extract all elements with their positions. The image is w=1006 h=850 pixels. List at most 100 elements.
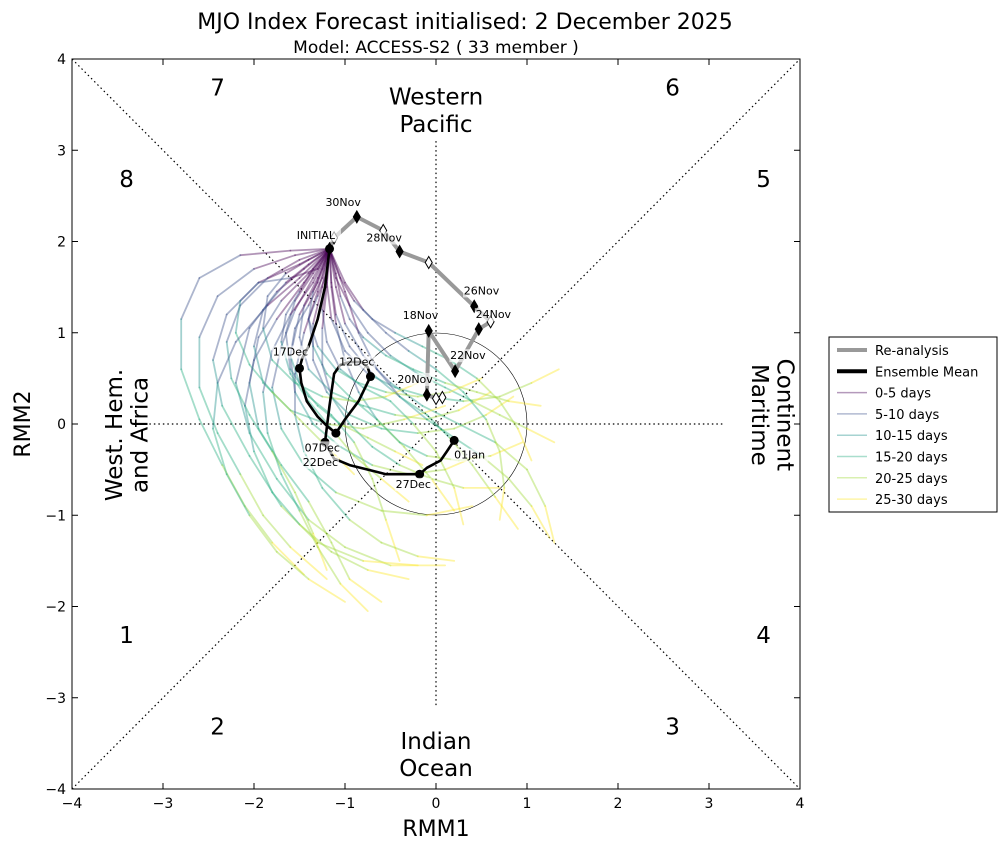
date-label-bg: [365, 231, 403, 245]
member-segment: [303, 277, 319, 307]
date-label-bg: [290, 228, 341, 242]
member-segment: [248, 432, 278, 480]
member-segment: [284, 263, 310, 284]
member-segment: [212, 359, 224, 407]
region-label-right: Maritime: [746, 364, 772, 466]
date-label: 30Nov: [325, 196, 361, 209]
member-segment: [498, 413, 528, 430]
member-segment: [344, 290, 360, 334]
member-segment: [266, 272, 287, 298]
legend-label: 5-10 days: [875, 408, 940, 423]
member-segment: [266, 432, 283, 476]
member-segment: [262, 391, 269, 435]
member-segment: [330, 550, 369, 571]
member-segment: [312, 247, 331, 275]
reanalysis-marker: [438, 390, 447, 405]
member-segment: [371, 318, 397, 334]
member-segment: [262, 514, 292, 549]
member-segment: [321, 286, 328, 330]
member-segment: [489, 441, 524, 457]
member-segment: [230, 377, 251, 416]
member-segment: [275, 550, 310, 580]
member-segment: [294, 277, 315, 311]
member-segment: [198, 295, 219, 339]
member-segment: [328, 247, 346, 293]
member-segment: [485, 418, 501, 453]
date-label: 17Dec: [273, 346, 308, 359]
member-segment: [471, 464, 497, 498]
member-segment: [298, 509, 319, 549]
member-segment: [234, 304, 269, 343]
member-segment: [394, 386, 428, 398]
member-segment: [471, 400, 501, 416]
member-segment: [389, 354, 419, 375]
member-segment: [339, 277, 356, 302]
member-segment: [403, 404, 447, 421]
member-segment: [384, 391, 419, 398]
member-segment: [430, 477, 465, 489]
member-segment: [357, 381, 387, 394]
legend-label: 10-15 days: [875, 429, 948, 444]
member-segment: [325, 423, 365, 430]
member-segment: [243, 359, 255, 407]
phase-label: 3: [665, 714, 680, 740]
member-segment: [248, 381, 260, 430]
phase-label: 1: [119, 623, 134, 649]
region-label-right: Continent: [771, 359, 797, 471]
ensemble-mean-marker: [365, 372, 375, 382]
member-segment: [325, 372, 351, 398]
y-tick-label: 4: [57, 52, 66, 68]
member-segment: [303, 464, 337, 494]
phase-label: 7: [210, 76, 225, 102]
member-segment: [243, 404, 255, 453]
member-segment: [280, 427, 305, 467]
member-segment: [239, 277, 269, 307]
member-segment: [407, 350, 437, 371]
member-segment: [371, 372, 401, 398]
chart-title: MJO Index Forecast initialised: 2 Decemb…: [197, 10, 732, 35]
member-segment: [307, 290, 315, 321]
member-segment: [280, 464, 310, 503]
phase-guides: [71, 58, 801, 790]
member-segment: [289, 354, 301, 384]
member-segment: [362, 404, 397, 416]
reanalysis-marker: [424, 255, 433, 270]
member-segment: [312, 247, 331, 279]
member-segment: [384, 354, 415, 371]
member-segment: [239, 281, 260, 302]
date-label: 20Nov: [397, 373, 433, 386]
member-segment: [330, 318, 346, 352]
member-segment: [416, 427, 456, 435]
date-label: 01Jan: [454, 449, 485, 462]
member-segment: [334, 322, 346, 362]
member-segment: [398, 395, 428, 416]
member-segment: [334, 313, 351, 348]
member-segment: [362, 336, 387, 357]
member-segment: [330, 286, 337, 325]
member-segment: [375, 418, 401, 444]
member-segment: [298, 304, 305, 339]
member-segment: [425, 418, 456, 439]
member-segment: [234, 327, 251, 384]
member-segment: [353, 299, 374, 321]
member-segment: [180, 368, 201, 421]
date-label-bg: [394, 477, 432, 491]
member-segment: [225, 340, 233, 380]
member-segment: [307, 500, 333, 544]
member-segment: [389, 381, 424, 407]
member-segment: [348, 304, 369, 334]
member-segment: [494, 496, 519, 530]
member-segment: [530, 505, 551, 539]
member-segment: [348, 518, 383, 544]
member-segment: [475, 377, 501, 403]
diagonal-line: [71, 58, 801, 790]
member-segment: [312, 359, 328, 394]
member-segment: [221, 404, 251, 457]
member-segment: [462, 395, 501, 403]
member-segment: [371, 464, 410, 476]
x-tick-label: −2: [244, 796, 265, 812]
member-segment: [462, 391, 488, 421]
member-segment: [198, 254, 242, 279]
member-segment: [526, 468, 547, 508]
member-segment: [344, 281, 365, 311]
